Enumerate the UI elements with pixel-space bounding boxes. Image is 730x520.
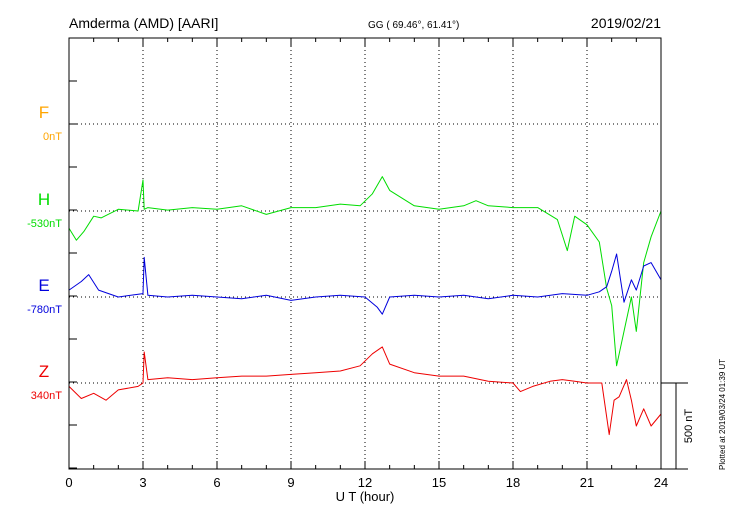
x-axis-label: U T (hour) [336, 489, 395, 504]
series-name-h: H [38, 190, 50, 209]
x-tick-label: 6 [213, 475, 220, 490]
x-tick-label: 15 [432, 475, 446, 490]
x-tick-label: 9 [287, 475, 294, 490]
series-labels: F 0nT H -530nT E -780nT Z 340nT [27, 103, 62, 402]
series-baseline-f: 0nT [43, 131, 62, 143]
station-title: Amderma (AMD) [AARI] [69, 15, 218, 31]
coordinates-label: GG ( 69.46°, 61.41°) [368, 20, 459, 31]
series-baseline-z: 340nT [31, 390, 62, 402]
series-line-z [68, 346, 662, 436]
grid-lines [69, 38, 661, 469]
x-tick-label: 21 [580, 475, 594, 490]
plotted-note: Plotted at 2019/03/24 01:39 UT [718, 358, 727, 470]
series-name-e: E [38, 276, 49, 295]
series-line-h [68, 176, 662, 367]
plotted-note-wrapper: Plotted at 2019/03/24 01:39 UT [718, 340, 730, 470]
scale-bar-label: 500 nT [683, 409, 695, 444]
series-baseline-h: -530nT [27, 218, 62, 230]
series-baseline-e: -780nT [27, 304, 62, 316]
scale-bar: 500 nT [661, 382, 695, 470]
axis-ticks [68, 38, 662, 469]
x-tick-label: 0 [65, 475, 72, 490]
series-name-z: Z [39, 362, 49, 381]
x-tick-labels: 0 3 6 9 12 15 18 21 24 [65, 475, 668, 490]
x-tick-label: 24 [654, 475, 668, 490]
series-name-f: F [39, 103, 49, 122]
x-tick-label: 18 [506, 475, 520, 490]
x-tick-label: 12 [358, 475, 372, 490]
series-line-e [68, 253, 662, 315]
series-lines [68, 176, 662, 436]
date-label: 2019/02/21 [591, 15, 661, 31]
x-tick-label: 3 [139, 475, 146, 490]
